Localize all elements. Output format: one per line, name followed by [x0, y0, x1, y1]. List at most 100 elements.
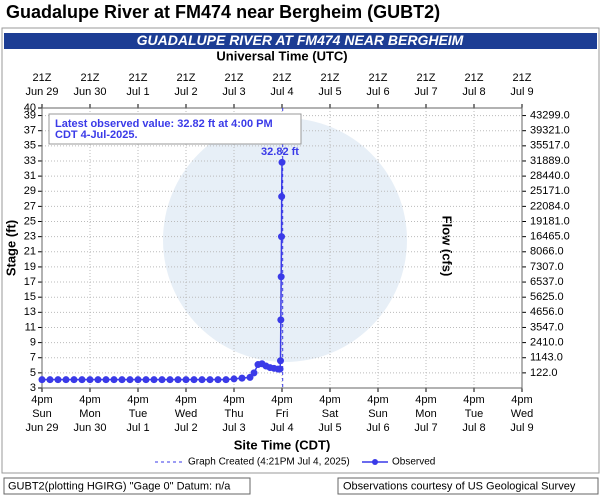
- annotation-box: [48, 113, 302, 145]
- watermark: [163, 118, 407, 362]
- data-point: [78, 376, 86, 384]
- data-point: [182, 376, 190, 384]
- x-tick-label: Jul 9: [510, 422, 533, 434]
- data-point: [277, 357, 284, 365]
- x2-tick-label: 21Z: [177, 72, 196, 84]
- plot-frame: [41, 107, 523, 389]
- x-tick-label: Jul 4: [270, 422, 293, 434]
- y-tick-label: 19: [24, 261, 36, 273]
- footer-box: [337, 477, 599, 495]
- x2-tick-label: Jul 4: [270, 86, 293, 98]
- x-tick-label: Jul 5: [318, 422, 341, 434]
- x2-tick-label: 21Z: [225, 72, 244, 84]
- x2-tick-label: 21Z: [513, 72, 532, 84]
- data-point: [102, 376, 110, 384]
- y2-tick-label: 4656.0: [530, 306, 564, 318]
- x-tick-label: Jul 8: [462, 422, 485, 434]
- legend-marker: [372, 459, 378, 465]
- y2-tick-label: 1143.0: [530, 352, 563, 364]
- y2-tick-label: 39321.0: [530, 125, 570, 137]
- x2-tick-label: Jun 29: [25, 86, 58, 98]
- y-tick-label: 29: [24, 185, 36, 197]
- data-point: [86, 376, 94, 384]
- x-tick-label: Fri: [276, 408, 289, 420]
- data-point: [94, 376, 102, 384]
- x2-tick-label: 21Z: [33, 72, 52, 84]
- x-tick-label: Jun 29: [25, 422, 58, 434]
- x-tick-label: 4pm: [31, 394, 52, 406]
- data-point: [158, 376, 166, 384]
- data-point: [38, 376, 46, 384]
- data-point: [150, 376, 158, 384]
- x-tick-label: 4pm: [79, 394, 100, 406]
- footer-right: Observations courtesy of US Geological S…: [343, 480, 576, 492]
- data-point: [277, 316, 285, 324]
- x-tick-label: Jul 6: [366, 422, 389, 434]
- x-tick-label: Wed: [511, 408, 533, 420]
- y2-tick-label: 43299.0: [530, 109, 570, 121]
- y-tick-label: 37: [24, 125, 36, 137]
- y2-tick-label: 31889.0: [530, 155, 570, 167]
- x-tick-label: Thu: [225, 408, 244, 420]
- data-point: [206, 376, 214, 384]
- x-tick-label: Tue: [465, 408, 484, 420]
- x-tick-label: 4pm: [415, 394, 436, 406]
- y2-tick-label: 22084.0: [530, 200, 570, 212]
- y-tick-label: 25: [24, 215, 36, 227]
- x-tick-label: 4pm: [511, 394, 532, 406]
- y-axis-label: Stage (ft): [3, 220, 18, 276]
- y2-tick-label: 5625.0: [530, 291, 564, 303]
- data-point: [246, 373, 254, 381]
- y2-tick-label: 8066.0: [530, 246, 564, 258]
- x2-tick-label: 21Z: [417, 72, 436, 84]
- legend-label: Graph Created (4:21PM Jul 4, 2025): [188, 457, 350, 468]
- x2-tick-label: 21Z: [273, 72, 292, 84]
- x-tick-label: Jul 2: [174, 422, 197, 434]
- x-tick-label: Wed: [175, 408, 197, 420]
- y2-tick-label: 2410.0: [530, 337, 564, 349]
- data-point: [230, 375, 238, 383]
- x2-tick-label: 21Z: [321, 72, 340, 84]
- data-point: [250, 369, 258, 377]
- x-tick-label: Jul 1: [126, 422, 149, 434]
- data-point: [134, 376, 142, 384]
- y2-tick-label: 3547.0: [530, 321, 564, 333]
- y-tick-label: 35: [24, 140, 36, 152]
- y-tick-label: 23: [24, 231, 36, 243]
- y-tick-label: 13: [24, 306, 36, 318]
- data-point: [278, 193, 286, 201]
- footer-left: GUBT2(plotting HGIRG) "Gage 0" Datum: n/…: [8, 480, 231, 492]
- x-tick-label: Sun: [32, 408, 52, 420]
- legend-label: Observed: [392, 457, 435, 468]
- y-tick-label: 40: [24, 102, 36, 114]
- y-tick-label: 3: [30, 382, 36, 394]
- y-tick-label: 31: [24, 170, 36, 182]
- x-tick-label: 4pm: [175, 394, 196, 406]
- y-tick-label: 39: [24, 109, 36, 121]
- data-point: [54, 376, 62, 384]
- banner-bar: [4, 33, 597, 49]
- x-tick-label: Jun 30: [73, 422, 106, 434]
- x-tick-label: Mon: [415, 408, 436, 420]
- banner: GUADALUPE RIVER AT FM474 NEAR BERGHEIM: [137, 32, 464, 48]
- y2-tick-label: 25171.0: [530, 185, 570, 197]
- y2-tick-label: 19181.0: [530, 215, 570, 227]
- x2-tick-label: Jul 8: [462, 86, 485, 98]
- x-tick-label: Sun: [368, 408, 388, 420]
- x2-tick-label: Jul 2: [174, 86, 197, 98]
- y-tick-label: 5: [30, 367, 36, 379]
- x2-tick-label: Jun 30: [73, 86, 106, 98]
- x2-tick-label: 21Z: [129, 72, 148, 84]
- data-point: [110, 376, 118, 384]
- y2-tick-label: 28440.0: [530, 170, 570, 182]
- x-axis-label: Site Time (CDT): [234, 437, 331, 452]
- x2-tick-label: 21Z: [465, 72, 484, 84]
- x2-tick-label: Jul 1: [126, 86, 149, 98]
- y-tick-label: 33: [24, 155, 36, 167]
- x-tick-label: Mon: [79, 408, 100, 420]
- x-tick-label: 4pm: [463, 394, 484, 406]
- data-point: [278, 158, 286, 166]
- y2-tick-label: 7307.0: [530, 261, 564, 273]
- y-tick-label: 11: [25, 321, 36, 333]
